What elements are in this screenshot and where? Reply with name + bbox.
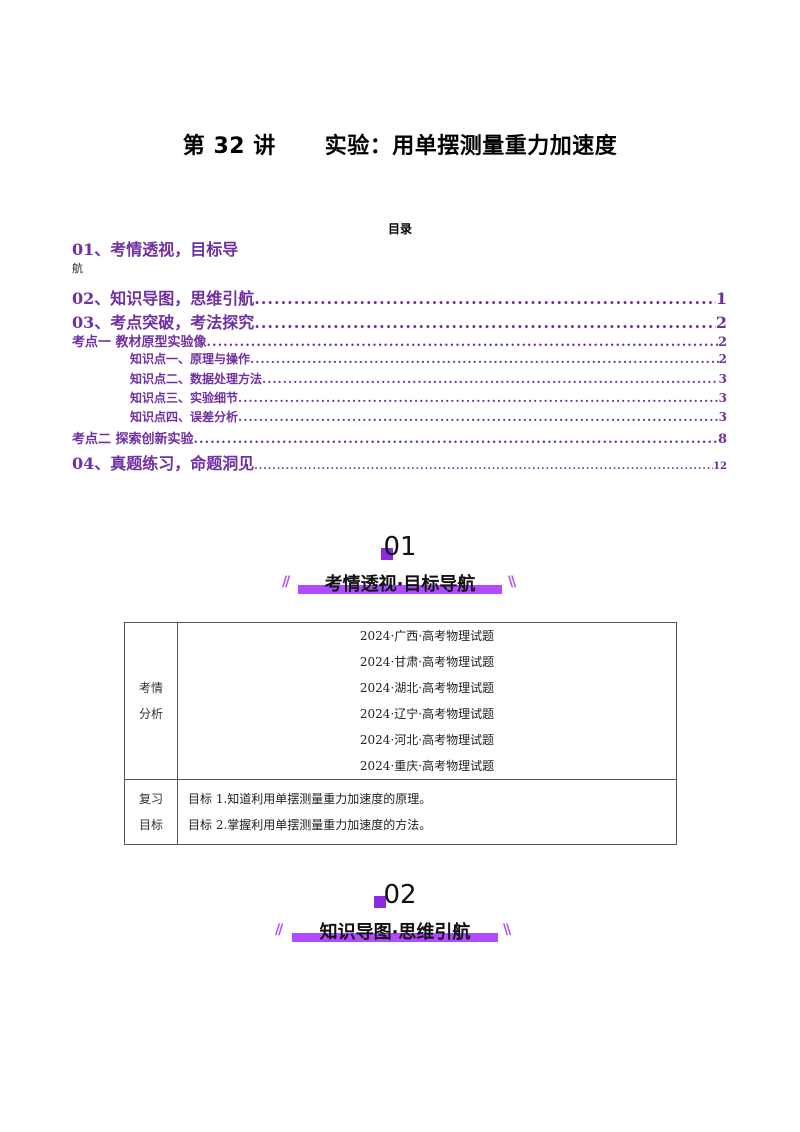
slash-decoration-right: \\ [503, 922, 511, 938]
section-2-title-band: 知识导图·思维引航 [292, 918, 498, 944]
toc-page-number: 1 [715, 289, 727, 308]
toc-page-number: 2 [715, 313, 727, 332]
toc-entry-label: 知识点二、数据处理方法 [130, 372, 263, 386]
section-1-number: 01 [383, 532, 417, 562]
toc-entry-label: 03、考点突破，考法探究 [72, 313, 255, 332]
section-2-banner: 02 // 知识导图·思维引航 \\ [0, 880, 800, 950]
source-item: 2024·甘肃·高考物理试题 [359, 655, 495, 669]
title-text: 实验：用单摆测量重力加速度 [324, 134, 618, 159]
toc-page-number: 3 [718, 372, 727, 386]
source-item: 2024·湖北·高考物理试题 [359, 681, 495, 695]
toc-heading: 目录 [387, 222, 412, 236]
toc-leader [250, 352, 719, 366]
toc-page-number: 12 [713, 461, 727, 472]
section-number-marker [374, 896, 386, 908]
goals-label-line-1: 复习 [138, 792, 163, 806]
slash-decoration-left: // [275, 922, 283, 938]
section-1-title: 考情透视·目标导航 [324, 574, 476, 595]
toc-leader [238, 391, 719, 405]
goals-label-line-2: 目标 [138, 818, 163, 832]
toc-entry-label: 02、知识导图，思维引航 [72, 289, 255, 308]
toc-entry-03[interactable]: 03、考点突破，考法探究 2 [72, 309, 727, 333]
toc-page-number: 3 [718, 391, 727, 405]
toc-entry-zsd-4[interactable]: 知识点四、误差分析 3 [130, 408, 727, 425]
toc-entry-label: 知识点四、误差分析 [130, 410, 239, 424]
toc-entry-label: 考点二 探索创新实验 [72, 432, 194, 447]
goals-label-cell: 复习 目标 [124, 779, 178, 845]
toc-leader [194, 432, 718, 447]
toc-entry-01-wrap: 航 [72, 262, 83, 275]
toc-entry-label: 知识点一、原理与操作 [130, 352, 251, 366]
source-item: 2024·河北·高考物理试题 [359, 733, 495, 747]
title-highlight [292, 933, 498, 942]
toc-entry-zsd-3[interactable]: 知识点三、实验细节 3 [130, 389, 727, 406]
toc-entry-zsd-1[interactable]: 知识点一、原理与操作 2 [130, 350, 727, 367]
toc-page-number: 8 [717, 432, 727, 447]
page-title: 第 32 讲 实验：用单摆测量重力加速度 [0, 128, 800, 160]
toc-leader [262, 372, 719, 386]
title-highlight [298, 585, 502, 594]
title-number: 第 32 讲 [182, 134, 276, 159]
toc-entry-label: 考点一 教材原型实验像 [72, 335, 207, 350]
toc-entry-label: 知识点三、实验细节 [130, 391, 239, 405]
section-2-title: 知识导图·思维引航 [319, 922, 471, 943]
toc-leader [238, 410, 719, 424]
section-1-banner: 01 // 考情透视·目标导航 \\ [0, 532, 800, 602]
slash-decoration-right: \\ [508, 574, 516, 590]
toc-entry-02[interactable]: 02、知识导图，思维引航 1 [72, 285, 727, 309]
analysis-label-line-1: 考情 [138, 681, 163, 695]
section-1-title-band: 考情透视·目标导航 [298, 570, 502, 596]
exam-analysis-table: 考情 分析 2024·广西·高考物理试题 2024·甘肃·高考物理试题 2024… [124, 622, 677, 845]
toc-entry-label: 01、考情透视，目标导 [72, 240, 239, 259]
analysis-label-cell: 考情 分析 [124, 622, 178, 780]
goals-row: 复习 目标 目标 1.知道利用单摆测量重力加速度的原理。 目标 2.掌握利用单摆… [124, 779, 677, 845]
toc-entry-01[interactable]: 01、考情透视，目标导 [72, 236, 727, 260]
toc-entry-kaodian-1[interactable]: 考点一 教材原型实验像 2 [72, 331, 727, 350]
section-2-number: 02 [383, 880, 417, 910]
slash-decoration-left: // [282, 574, 290, 590]
toc-page-number: 2 [718, 352, 727, 366]
analysis-sources-cell: 2024·广西·高考物理试题 2024·甘肃·高考物理试题 2024·湖北·高考… [177, 622, 677, 780]
toc-entry-zsd-2[interactable]: 知识点二、数据处理方法 3 [130, 370, 727, 387]
toc-leader [207, 335, 718, 350]
source-item: 2024·重庆·高考物理试题 [359, 759, 495, 773]
toc-entry-label: 04、真题练习，命题洞见 [72, 454, 255, 473]
toc-entry-04[interactable]: 04、真题练习，命题洞见 12 [72, 450, 727, 474]
toc-entry-kaodian-2[interactable]: 考点二 探索创新实验 8 [72, 428, 727, 447]
toc-leader [254, 313, 716, 332]
goals-content-cell: 目标 1.知道利用单摆测量重力加速度的原理。 目标 2.掌握利用单摆测量重力加速… [177, 779, 677, 845]
goal-item: 目标 1.知道利用单摆测量重力加速度的原理。 [188, 792, 432, 806]
goal-item: 目标 2.掌握利用单摆测量重力加速度的方法。 [188, 818, 432, 832]
analysis-label-line-2: 分析 [138, 707, 163, 721]
toc-page-number: 2 [717, 335, 727, 350]
analysis-row: 考情 分析 2024·广西·高考物理试题 2024·甘肃·高考物理试题 2024… [124, 622, 677, 780]
toc-leader [254, 461, 713, 472]
section-number-marker [381, 548, 393, 560]
source-item: 2024·广西·高考物理试题 [359, 629, 495, 643]
toc-leader [254, 289, 716, 308]
source-item: 2024·辽宁·高考物理试题 [359, 707, 495, 721]
toc-page-number: 3 [718, 410, 727, 424]
